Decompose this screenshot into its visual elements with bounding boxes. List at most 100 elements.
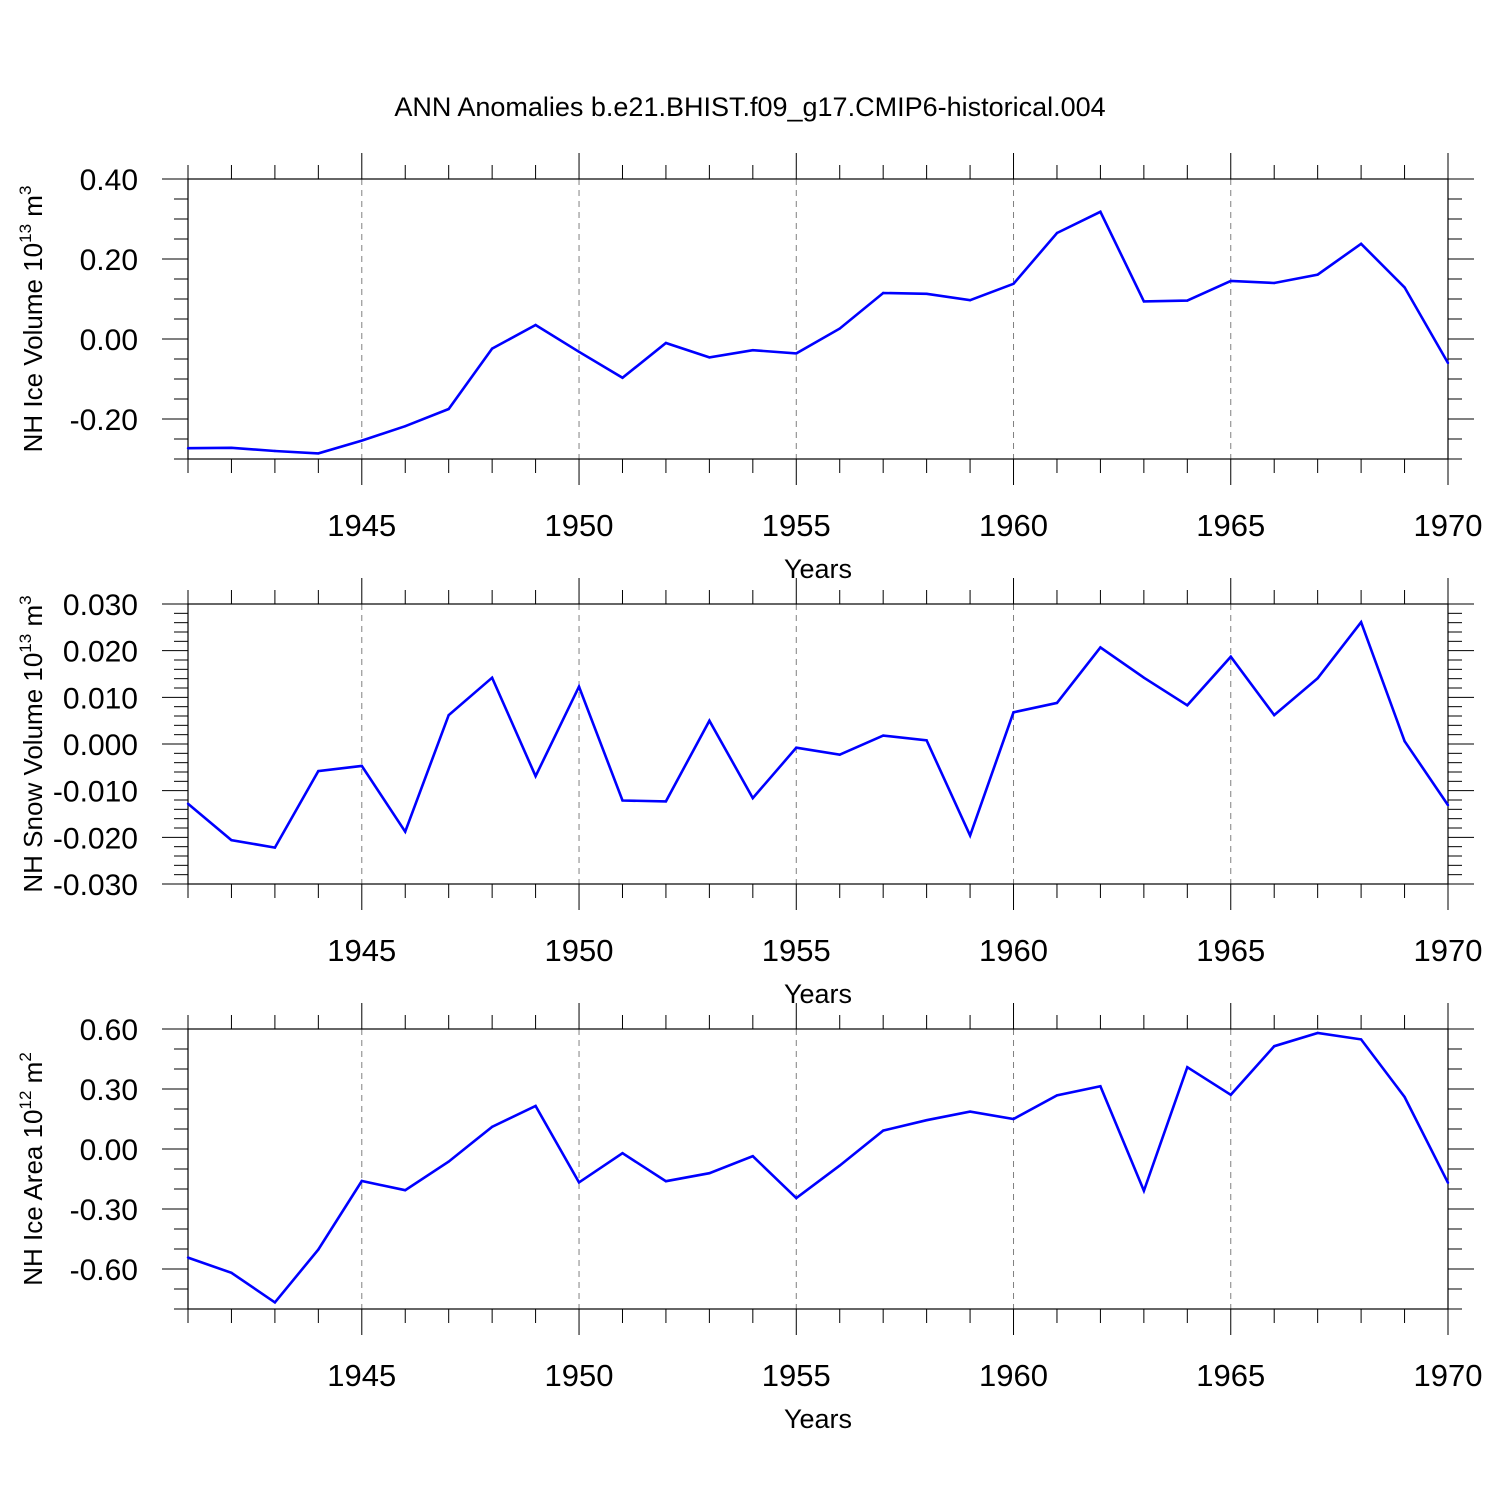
data-point (1142, 300, 1146, 303)
y-tick-label: 0.010 (63, 682, 138, 715)
data-point (490, 1125, 494, 1129)
y-tick-label: 0.20 (80, 244, 138, 277)
y-tick-label: -0.30 (70, 1194, 138, 1227)
data-point (1055, 1094, 1059, 1097)
data-point (230, 446, 233, 449)
data-point (621, 799, 624, 802)
x-tick-label: 1960 (979, 933, 1048, 968)
data-point (317, 1248, 320, 1251)
data-point (1359, 621, 1363, 624)
y-tick-label: -0.20 (70, 404, 138, 437)
data-point (1316, 677, 1319, 680)
data-point (1099, 646, 1102, 649)
y-axis-label: NH Ice Area 1012 m2 (16, 1052, 48, 1286)
x-tick-label: 1955 (762, 933, 831, 968)
data-point (1273, 281, 1276, 285)
plot-frame (187, 178, 1449, 460)
data-point (1099, 210, 1102, 213)
data-point (273, 1301, 277, 1304)
y-tick-label: -0.60 (70, 1254, 138, 1287)
data-point (881, 734, 885, 737)
x-tick-label: 1965 (1196, 933, 1265, 968)
y-tick-label: -0.010 (53, 776, 138, 809)
data-point (1012, 711, 1015, 714)
data-point (1142, 1189, 1146, 1193)
y-tick-label: -0.030 (53, 869, 138, 902)
data-point (751, 1155, 755, 1158)
y-tick-label: 0.000 (63, 729, 138, 762)
data-point (447, 713, 450, 717)
data-point (664, 341, 668, 345)
data-point (317, 769, 320, 773)
x-tick-label: 1965 (1196, 1358, 1265, 1393)
data-point (1229, 655, 1232, 658)
data-point (404, 425, 407, 428)
data-point (1273, 713, 1276, 717)
data-point (186, 447, 190, 450)
data-point (273, 846, 277, 849)
data-point (751, 796, 755, 800)
data-point (1142, 676, 1146, 679)
data-point (230, 1271, 233, 1275)
data-point (968, 299, 972, 302)
x-tick-label: 1965 (1196, 508, 1265, 543)
series-line (187, 210, 1450, 455)
data-point (1229, 1093, 1232, 1097)
y-tick-label: 0.30 (80, 1074, 138, 1107)
panel-3: -0.60 -0.30 0.00 0.30 0.60 1945 1950 1955 1960 19… (16, 1003, 1482, 1434)
x-tick-label: 1955 (762, 508, 831, 543)
data-point (186, 802, 190, 805)
x-tick-label: 1945 (327, 1358, 396, 1393)
y-axis-label: NH Ice Volume 1013 m3 (16, 186, 48, 453)
plot-frame (187, 1028, 1449, 1310)
data-point (577, 350, 581, 353)
data-point (1446, 803, 1450, 807)
data-point (490, 347, 494, 350)
data-point (1403, 740, 1406, 743)
data-point (1316, 1031, 1319, 1035)
x-tick-label: 1950 (545, 1358, 614, 1393)
data-point (751, 349, 755, 352)
y-tick-label: 0.00 (80, 1134, 138, 1167)
x-tick-label: 1945 (327, 933, 396, 968)
data-point (490, 676, 494, 679)
y-tick-label: 0.020 (63, 636, 138, 669)
data-point (621, 1152, 624, 1155)
x-axis-label: Years (784, 554, 852, 584)
y-tick-label: 0.40 (80, 164, 138, 197)
data-point (1012, 282, 1015, 285)
data-point (881, 1129, 885, 1132)
series-line (187, 619, 1450, 850)
data-point (404, 1189, 407, 1192)
data-point (1403, 286, 1406, 289)
data-point (1316, 273, 1319, 276)
y-tick-label: 0.030 (63, 589, 138, 622)
data-point (360, 764, 363, 768)
data-point (273, 449, 277, 453)
x-tick-label: 1945 (327, 508, 396, 543)
data-point (1403, 1095, 1406, 1099)
data-point (925, 739, 928, 742)
data-point (1186, 704, 1189, 707)
panel-1: -0.20 0.00 0.20 0.40 1945 1950 1955 1960 1965 197… (16, 153, 1482, 584)
plot-frame (187, 603, 1449, 885)
data-point (447, 1160, 450, 1163)
data-point (838, 327, 841, 330)
x-tick-label: 1970 (1414, 1358, 1483, 1393)
data-point (968, 1110, 972, 1113)
data-point (925, 1119, 928, 1122)
x-axis-label: Years (784, 1404, 852, 1434)
data-point (1273, 1045, 1276, 1048)
data-point (1012, 1117, 1015, 1121)
panel-2: -0.030 -0.020 -0.010 0.000 0.010 0.020 0.030 19… (16, 578, 1482, 1009)
x-axis-label: Years (784, 979, 852, 1009)
data-point (317, 452, 320, 455)
x-tick-label: 1955 (762, 1358, 831, 1393)
data-point (838, 753, 841, 756)
data-point (534, 775, 537, 778)
data-point (447, 407, 450, 411)
data-point (1186, 1066, 1189, 1069)
data-point (838, 1164, 841, 1167)
data-point (534, 323, 537, 327)
x-tick-label: 1970 (1414, 933, 1483, 968)
